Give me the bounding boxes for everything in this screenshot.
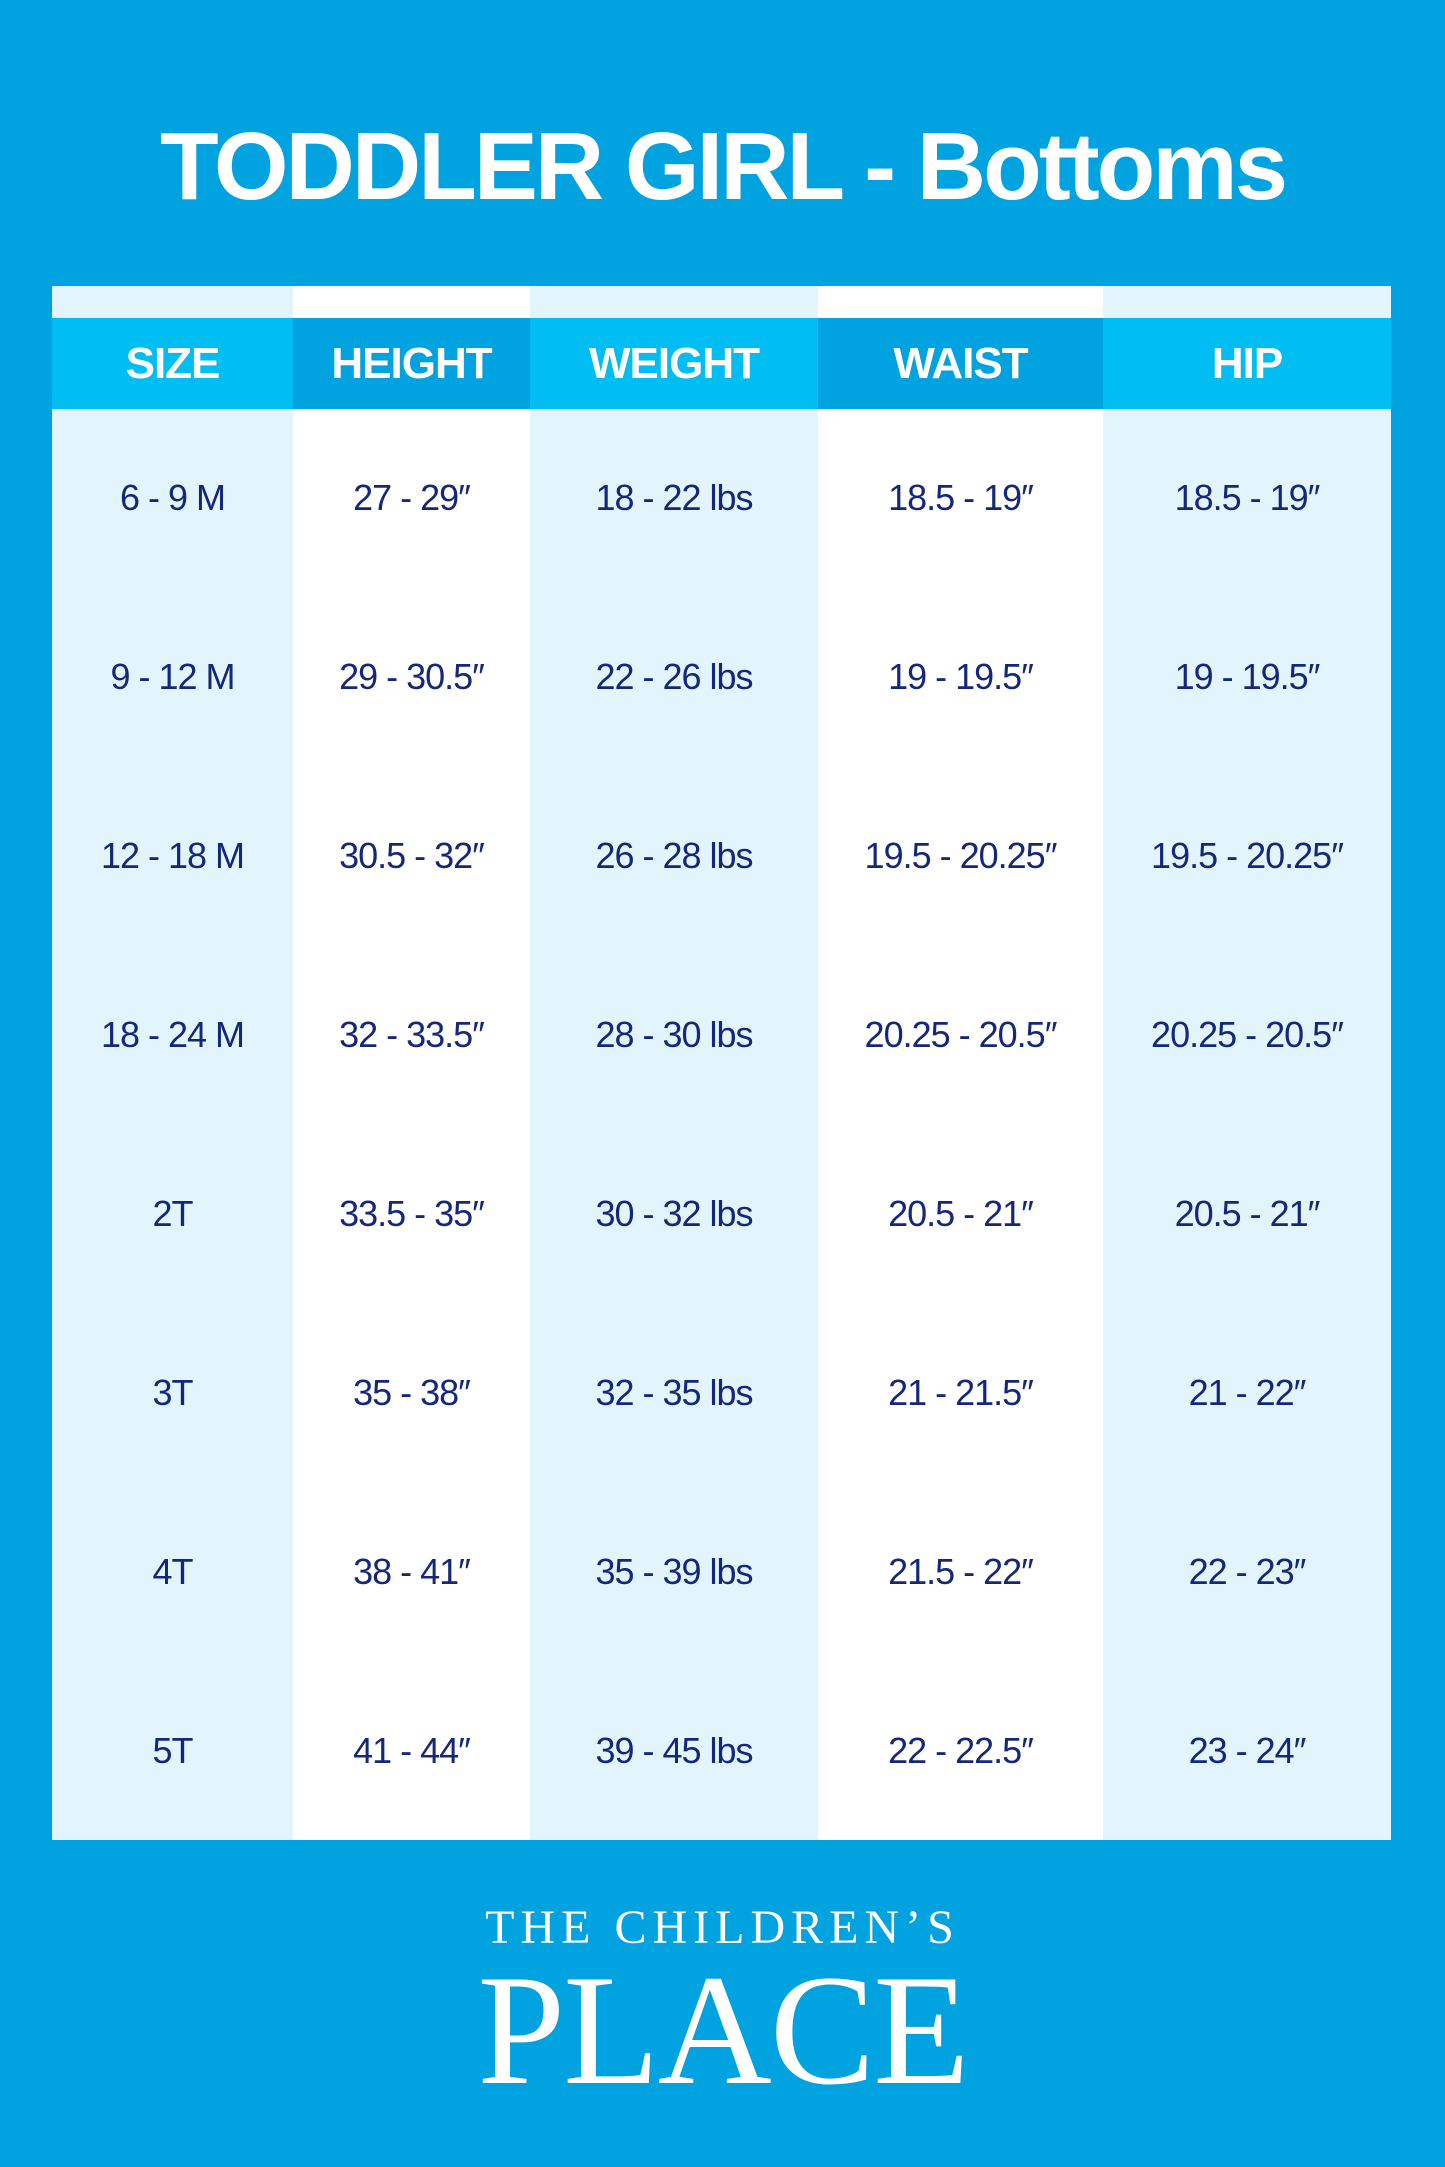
table-cell: 30 - 32 lbs: [595, 1192, 753, 1234]
table-cell: 2T: [152, 1192, 193, 1234]
table-cell: 32 - 33.5″: [339, 1014, 485, 1056]
table-cell: 9 - 12 M: [110, 656, 235, 698]
size-chart-table: SIZE 6 - 9 M 9 - 12 M 12 - 18 M 18 - 24 M 2T 3…: [52, 286, 1391, 1840]
table-cell: 21.5 - 22″: [888, 1550, 1034, 1592]
table-cell: 27 - 29″: [353, 477, 471, 519]
table-cell: 35 - 38″: [353, 1371, 471, 1413]
table-cell: 35 - 39 lbs: [595, 1550, 753, 1592]
table-cell: 20.5 - 21″: [1174, 1192, 1321, 1234]
table-cell: 41 - 44″: [353, 1729, 471, 1771]
table-cell: 22 - 23″: [1188, 1550, 1307, 1592]
table-cell: 32 - 35 lbs: [595, 1371, 753, 1413]
table-cell: 26 - 28 lbs: [595, 835, 753, 877]
table-cell: 20.5 - 21″: [888, 1192, 1034, 1234]
table-cell: 20.25 - 20.5″: [864, 1014, 1058, 1056]
table-cell: 21 - 22″: [1188, 1371, 1307, 1413]
table-cell: 19 - 19.5″: [888, 656, 1034, 698]
table-cell: 30.5 - 32″: [339, 835, 485, 877]
table-cell: 39 - 45 lbs: [595, 1729, 753, 1771]
column-height: HEIGHT 27 - 29″ 29 - 30.5″ 30.5 - 32″ 32 - 3…: [293, 286, 530, 1840]
table-cell: 19 - 19.5″: [1174, 656, 1321, 698]
table-cell: 19.5 - 20.25″: [1151, 835, 1344, 877]
table-cell: 38 - 41″: [353, 1550, 471, 1592]
table-cell: 5T: [152, 1729, 193, 1771]
column-size: SIZE 6 - 9 M 9 - 12 M 12 - 18 M 18 - 24 M 2T 3…: [52, 286, 293, 1840]
table-cell: 23 - 24″: [1188, 1729, 1307, 1771]
table-cell: 3T: [152, 1371, 193, 1413]
table-cell: 20.25 - 20.5″: [1151, 1014, 1344, 1056]
column-header: SIZE: [52, 318, 293, 409]
brand-logo: THE CHILDREN’S PLACE: [0, 1900, 1445, 2118]
logo-line-2: PLACE: [477, 1943, 969, 2118]
table-cell: 18 - 24 M: [100, 1014, 245, 1056]
table-cell: 12 - 18 M: [100, 835, 245, 877]
table-cell: 19.5 - 20.25″: [864, 835, 1058, 877]
column-waist: WAIST 18.5 - 19″ 19 - 19.5″ 19.5 - 20.25″ 20…: [818, 286, 1103, 1840]
table-cell: 28 - 30 lbs: [595, 1014, 753, 1056]
logo-line-1: THE CHILDREN’S: [485, 1901, 960, 1954]
table-cell: 18.5 - 19″: [1174, 477, 1321, 519]
table-cell: 21 - 21.5″: [888, 1371, 1034, 1413]
table-cell: 33.5 - 35″: [339, 1192, 485, 1234]
column-weight: WEIGHT 18 - 22 lbs 22 - 26 lbs 26 - 28 lbs 2…: [530, 286, 818, 1840]
table-cell: 22 - 22.5″: [888, 1729, 1034, 1771]
table-cell: 29 - 30.5″: [339, 656, 485, 698]
column-header: HEIGHT: [293, 318, 530, 409]
table-cell: 18.5 - 19″: [888, 477, 1034, 519]
page-title: TODDLER GIRL - Bottoms: [159, 113, 1288, 220]
table-cell: 6 - 9 M: [119, 477, 226, 519]
table-cell: 22 - 26 lbs: [595, 656, 753, 698]
column-header: HIP: [1103, 318, 1391, 409]
table-cell: 18 - 22 lbs: [595, 477, 753, 519]
table-cell: 4T: [152, 1550, 193, 1592]
column-header: WEIGHT: [530, 318, 818, 409]
column-hip: HIP 18.5 - 19″ 19 - 19.5″ 19.5 - 20.25″ 20.2…: [1103, 286, 1391, 1840]
column-header: WAIST: [818, 318, 1103, 409]
